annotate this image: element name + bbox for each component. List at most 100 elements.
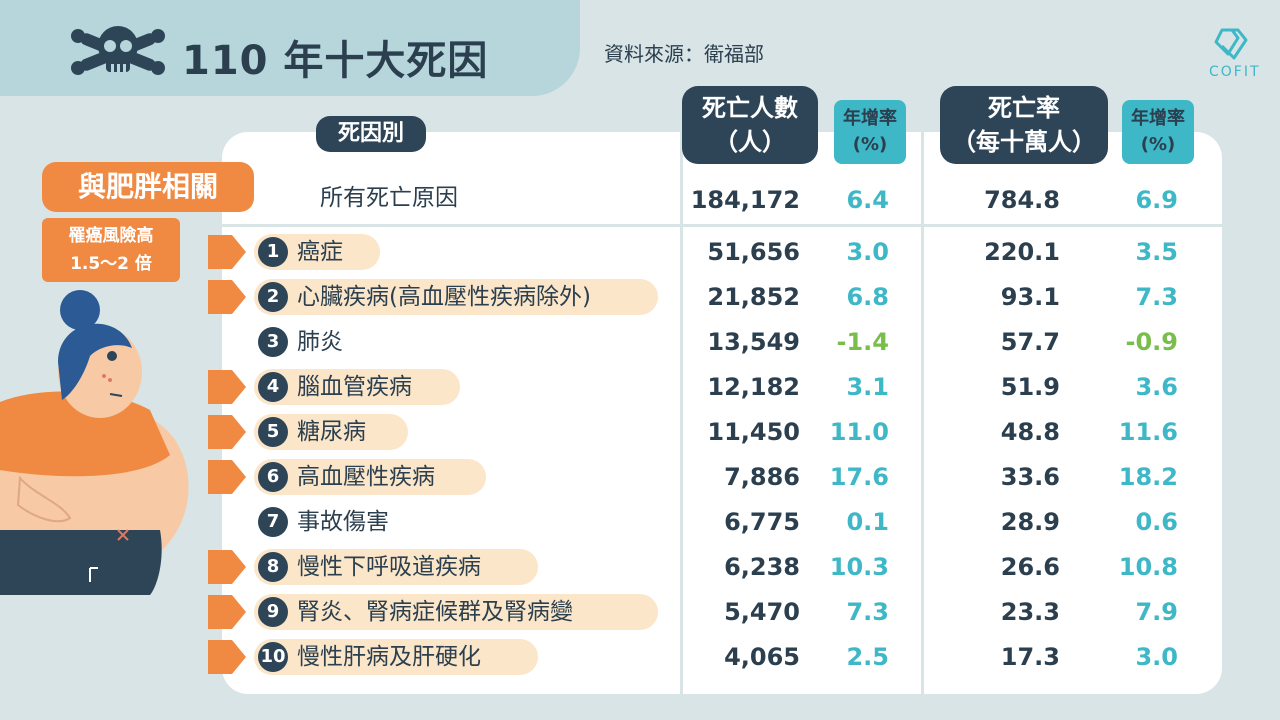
deaths-value: 21,852	[707, 283, 800, 311]
obesity-arrow-icon	[208, 235, 246, 269]
rate-growth-value: 3.6	[1135, 373, 1178, 401]
table-row: 1 癌症 51,656 3.0 220.1 3.5	[0, 232, 1280, 272]
cause-name: 心臟疾病(高血壓性疾病除外)	[297, 284, 591, 310]
page-title: 110 年十大死因	[182, 38, 489, 84]
all-causes-deaths: 184,172	[690, 186, 800, 214]
cancer-risk-tag: 罹癌風險高 1.5～2 倍	[42, 218, 180, 282]
table-row: 4 腦血管疾病 12,182 3.1 51.9 3.6	[0, 367, 1280, 407]
cancer-risk-line1: 罹癌風險高	[68, 226, 154, 246]
header-rate-growth-line1: 年增率	[1131, 108, 1185, 129]
header-cause: 死因別	[316, 116, 426, 152]
rank-badge: 8	[258, 552, 288, 582]
overweight-woman-illustration	[0, 290, 189, 595]
cause-name: 高血壓性疾病	[297, 464, 435, 490]
cause-name: 癌症	[297, 239, 343, 265]
rate-growth-value: 3.5	[1135, 238, 1178, 266]
deaths-growth-value: 7.3	[846, 598, 889, 626]
header-deaths-line2: （人）	[714, 128, 786, 156]
rank-badge: 6	[258, 462, 288, 492]
rate-value: 57.7	[1000, 328, 1060, 356]
rank-badge: 10	[258, 642, 288, 672]
table-row: 8 慢性下呼吸道疾病 6,238 10.3 26.6 10.8	[0, 547, 1280, 587]
table-row: 2 心臟疾病(高血壓性疾病除外) 21,852 6.8 93.1 7.3	[0, 277, 1280, 317]
deaths-growth-value: -1.4	[836, 328, 889, 356]
rate-growth-value: -0.9	[1125, 328, 1178, 356]
deaths-growth-value: 6.8	[846, 283, 889, 311]
obesity-highlight	[254, 594, 658, 630]
obesity-highlight	[254, 459, 486, 495]
all-causes-label: 所有死亡原因	[320, 185, 458, 211]
rate-value: 28.9	[1000, 508, 1060, 536]
cause-name: 腎炎、腎病症候群及腎病變	[297, 599, 573, 625]
deaths-value: 5,470	[724, 598, 800, 626]
obesity-arrow-icon	[208, 640, 246, 674]
rate-growth-value: 18.2	[1118, 463, 1178, 491]
table-row: 10 慢性肝病及肝硬化 4,065 2.5 17.3 3.0	[0, 637, 1280, 677]
table-row: 9 腎炎、腎病症候群及腎病變 5,470 7.3 23.3 7.9	[0, 592, 1280, 632]
rank-badge: 9	[258, 597, 288, 627]
obesity-highlight	[254, 549, 538, 585]
data-source: 資料來源：衛福部	[604, 42, 764, 66]
cause-name: 事故傷害	[297, 509, 389, 535]
deaths-growth-value: 11.0	[829, 418, 889, 446]
obesity-arrow-icon	[208, 460, 246, 494]
cause-name: 肺炎	[297, 329, 343, 355]
rank-badge: 1	[258, 237, 288, 267]
rank-badge: 7	[258, 507, 288, 537]
all-causes-row: 184,172 6.4 784.8 6.9	[0, 180, 1280, 220]
rate-value: 26.6	[1000, 553, 1060, 581]
deaths-value: 6,775	[724, 508, 800, 536]
header-deaths-line1: 死亡人數	[702, 94, 798, 122]
cause-name: 慢性下呼吸道疾病	[297, 554, 481, 580]
deaths-value: 12,182	[707, 373, 800, 401]
rank-badge: 3	[258, 327, 288, 357]
obesity-related-tag: 與肥胖相關	[42, 162, 254, 212]
rate-value: 23.3	[1000, 598, 1060, 626]
obesity-highlight	[254, 639, 538, 675]
cofit-logo-icon	[1214, 28, 1248, 60]
rate-growth-value: 10.8	[1118, 553, 1178, 581]
obesity-arrow-icon	[208, 415, 246, 449]
cause-name: 腦血管疾病	[297, 374, 412, 400]
deaths-value: 13,549	[707, 328, 800, 356]
cancer-risk-line2: 1.5～2 倍	[70, 254, 152, 274]
deaths-value: 4,065	[724, 643, 800, 671]
rate-growth-value: 7.9	[1135, 598, 1178, 626]
all-causes-rate: 784.8	[984, 186, 1060, 214]
deaths-growth-value: 3.1	[846, 373, 889, 401]
rate-value: 93.1	[1000, 283, 1060, 311]
table-row: 7 事故傷害 6,775 0.1 28.9 0.6	[0, 502, 1280, 542]
deaths-value: 7,886	[724, 463, 800, 491]
obesity-arrow-icon	[208, 550, 246, 584]
table-row: 3 肺炎 13,549 -1.4 57.7 -0.9	[0, 322, 1280, 362]
deaths-growth-value: 0.1	[846, 508, 889, 536]
rate-growth-value: 3.0	[1135, 643, 1178, 671]
deaths-growth-value: 2.5	[846, 643, 889, 671]
header-deaths: 死亡人數 （人）	[682, 86, 818, 164]
header-rate-growth: 年增率 (%)	[1122, 100, 1194, 164]
rank-badge: 5	[258, 417, 288, 447]
all-causes-deaths-growth: 6.4	[846, 186, 889, 214]
table-row: 6 高血壓性疾病 7,886 17.6 33.6 18.2	[0, 457, 1280, 497]
skull-crossbones-icon	[71, 26, 165, 75]
header-deaths-growth-line2: (%)	[852, 134, 888, 155]
rate-value: 17.3	[1000, 643, 1060, 671]
column-divider	[680, 132, 683, 694]
rate-growth-value: 7.3	[1135, 283, 1178, 311]
obesity-arrow-icon	[208, 370, 246, 404]
deaths-growth-value: 17.6	[829, 463, 889, 491]
rank-badge: 4	[258, 372, 288, 402]
obesity-highlight	[254, 369, 460, 405]
deaths-growth-value: 3.0	[846, 238, 889, 266]
obesity-arrow-icon	[208, 280, 246, 314]
table-row: 5 糖尿病 11,450 11.0 48.8 11.6	[0, 412, 1280, 452]
deaths-growth-value: 10.3	[829, 553, 889, 581]
cause-name: 糖尿病	[297, 419, 366, 445]
brand-name: COFIT	[1209, 64, 1261, 80]
header-deaths-growth: 年增率 (%)	[834, 100, 906, 164]
rate-value: 48.8	[1000, 418, 1060, 446]
rank-badge: 2	[258, 282, 288, 312]
header-rate-line2: （每十萬人）	[952, 128, 1096, 156]
rate-value: 33.6	[1000, 463, 1060, 491]
rate-value: 51.9	[1000, 373, 1060, 401]
